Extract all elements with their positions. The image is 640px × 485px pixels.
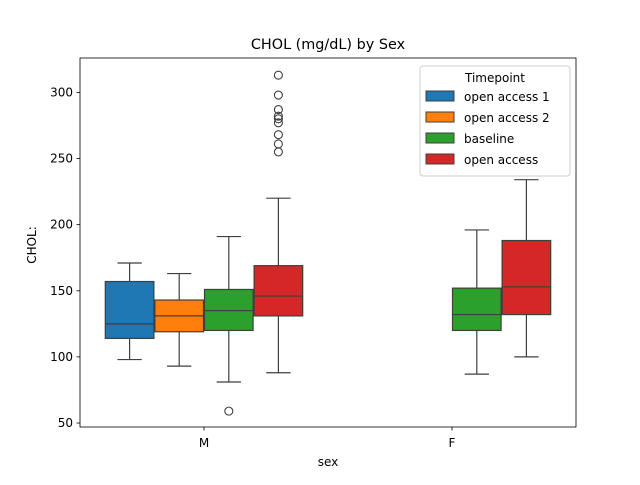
chart-title: CHOL (mg/dL) by Sex [251, 37, 406, 53]
legend-label: open access 1 [464, 90, 550, 104]
outlier-point [273, 90, 283, 100]
x-tick-label: F [449, 436, 456, 450]
y-tick-label: 250 [50, 152, 73, 166]
y-tick-label: 200 [50, 218, 73, 232]
y-tick-label: 50 [58, 416, 73, 430]
y-tick-label: 100 [50, 350, 73, 364]
legend-swatch [425, 132, 455, 144]
outlier-point [273, 139, 283, 149]
box-open-access-M [253, 265, 304, 317]
y-axis-label: CHOL: [25, 226, 39, 264]
outlier-point [273, 118, 283, 128]
y-tick-label: 300 [50, 85, 73, 99]
outlier-point [273, 130, 283, 140]
axes-frame [79, 57, 577, 428]
legend: Timepoint open access 1 open access 2 basel… [419, 65, 571, 177]
box-baseline-M [203, 288, 254, 332]
y-tick-label: 150 [50, 284, 73, 298]
outlier-point [273, 70, 283, 80]
outlier-point [273, 114, 283, 124]
legend-label: baseline [464, 132, 514, 146]
outlier-point [273, 111, 283, 121]
plot-area: 50 100 150 200 250 300 M F [50, 70, 552, 450]
legend-label: open access 2 [464, 111, 550, 125]
legend-title: Timepoint [464, 71, 525, 85]
legend-label: open access [464, 153, 538, 167]
box-open-access-F [501, 239, 552, 316]
legend-frame [419, 65, 571, 177]
outlier-point [273, 147, 283, 157]
x-axis-label: sex [318, 455, 339, 469]
x-tick-label: M [199, 436, 209, 450]
outlier-point [224, 406, 234, 416]
legend-swatch [425, 111, 455, 123]
box-baseline-F [451, 287, 502, 332]
outlier-point [273, 105, 283, 115]
legend-swatch [425, 90, 455, 102]
legend-swatch [425, 153, 455, 165]
box-open-access-1-M [104, 280, 155, 339]
